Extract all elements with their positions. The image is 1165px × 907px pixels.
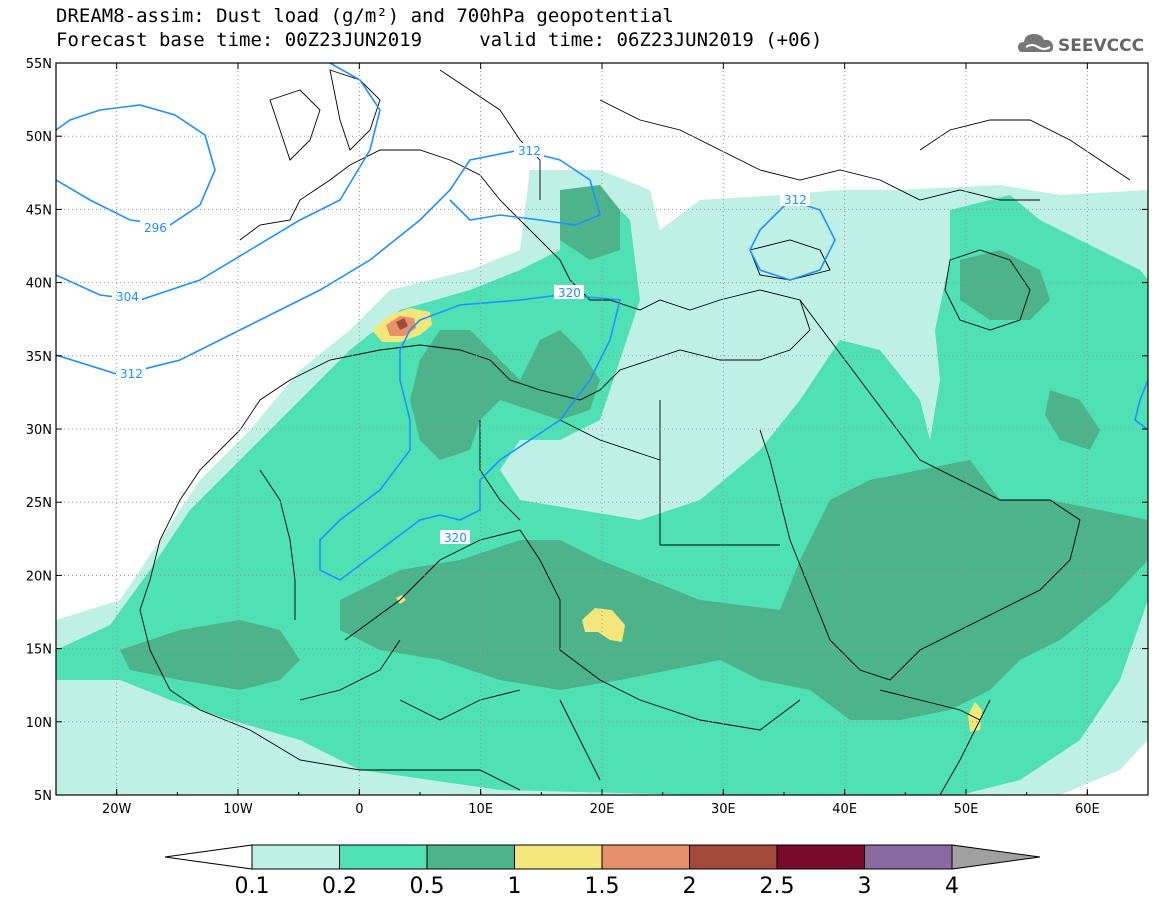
lon-label: 10E [468,802,493,817]
longitude-labels: 20W 10W 0 10E 20E 30E 40E 50E 60E [102,802,1100,817]
lon-label: 30E [711,802,736,817]
colorbar-label: 1.5 [585,874,620,899]
colorbar-labels: 0.1 0.2 0.5 1 1.5 2 2.5 3 4 [235,874,960,899]
contour-label: 296 [144,221,167,235]
colorbar-label: 0.5 [410,874,445,899]
colorbar-cell [601,844,690,870]
lat-label: 55N [26,57,52,72]
lon-label: 50E [954,802,979,817]
lat-label: 25N [26,496,52,511]
colorbar-label: 4 [945,874,959,899]
axis-ticks [55,62,1149,796]
colorbar-label: 2 [683,874,697,899]
colorbar-cell [689,844,778,870]
lat-label: 50N [26,130,52,145]
colorbar-label: 0.1 [235,874,270,899]
coastlines-borders [139,69,1131,795]
lon-label: 10W [223,802,253,817]
lon-label: 20W [102,802,132,817]
colorbar-cell [776,844,865,870]
contour-label: 312 [518,144,541,158]
dust-field [56,170,1148,795]
contour-labels: 296 304 312 312 312 320 320 [112,143,810,545]
lon-label: 0 [355,802,363,817]
colorbar-low-arrow [164,844,253,870]
lat-label: 15N [26,643,52,658]
colorbar-cell [251,844,340,870]
lat-label: 5N [34,789,52,804]
lon-label: 60E [1075,802,1100,817]
lon-label: 40E [832,802,857,817]
colorbar-label: 0.2 [322,874,357,899]
lat-label: 35N [26,350,52,365]
colorbar-label: 2.5 [760,874,795,899]
colorbar-cell [864,844,953,870]
lat-label: 30N [26,423,52,438]
lat-label: 45N [26,203,52,218]
colorbar-cell [339,844,428,870]
lat-label: 10N [26,716,52,731]
colorbar-label: 3 [858,874,872,899]
contour-label: 304 [116,290,139,304]
colorbar-cell [426,844,515,870]
contour-label: 312 [120,367,143,381]
colorbar-label: 1 [508,874,522,899]
lon-label: 20E [590,802,615,817]
contour-label: 320 [444,531,467,545]
colorbar [164,844,1041,870]
forecast-time-subtitle: Forecast base time: 00Z23JUN2019 valid t… [56,29,823,51]
contour-label: 312 [784,193,807,207]
map-title: DREAM8-assim: Dust load (g/m²) and 700hP… [56,5,674,27]
lat-label: 20N [26,569,52,584]
lat-label: 40N [26,277,52,292]
seevccc-logo: SEEVCCC [1018,34,1144,56]
colorbar-cell [514,844,603,870]
contour-label: 320 [558,286,581,300]
cloud-icon [1018,34,1054,52]
logo-text: SEEVCCC [1058,36,1144,56]
latitude-labels: 55N 50N 45N 40N 35N 30N 25N 20N 15N 10N 5N [26,57,52,804]
colorbar-high-arrow [951,844,1041,870]
